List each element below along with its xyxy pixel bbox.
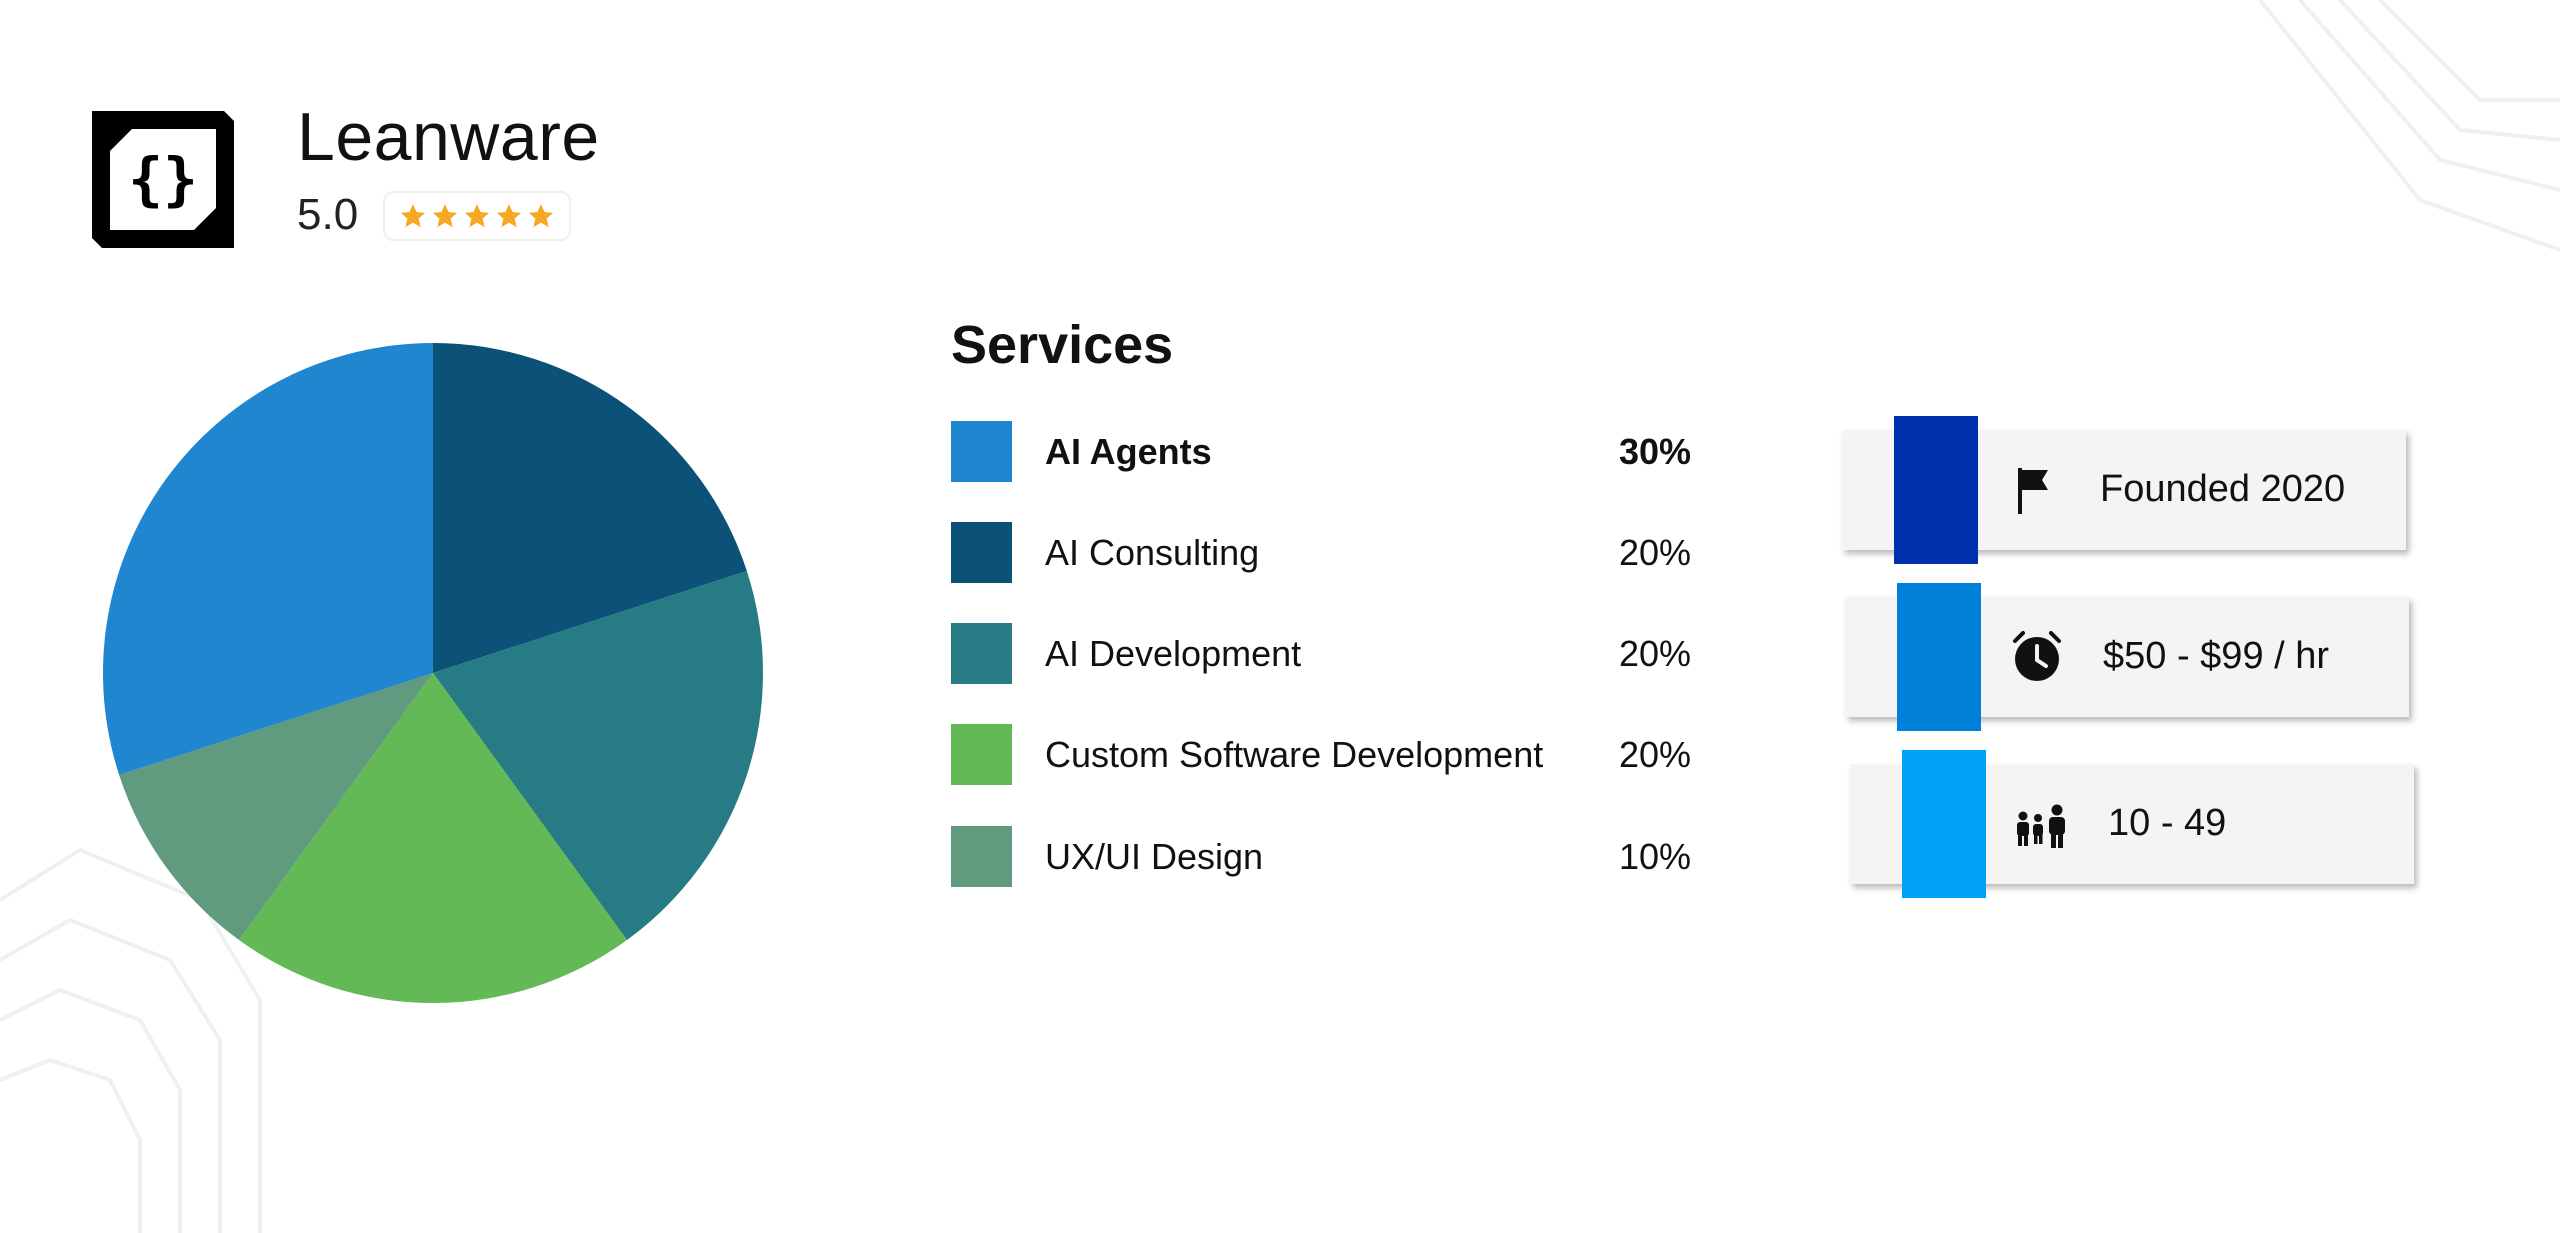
card-ribbon xyxy=(1897,583,1981,731)
legend-percent: 30% xyxy=(1618,431,1691,472)
legend-swatch xyxy=(951,826,1012,887)
team-size-card: 10 - 49 xyxy=(1850,750,2414,898)
legend-label: AI Consulting xyxy=(1045,532,1260,573)
founded-card: Founded 2020 xyxy=(1842,416,2406,564)
card-ribbon xyxy=(1894,416,1978,564)
pie-slice-ai-agents xyxy=(102,343,433,775)
legend-swatch xyxy=(951,522,1012,583)
legend-item-ux-ui-design: UX/UI Design 10% xyxy=(951,826,1691,888)
legend-percent: 20% xyxy=(1618,734,1691,775)
star-icon xyxy=(400,204,426,228)
legend-label: AI Agents xyxy=(1045,431,1212,472)
star-icon xyxy=(464,204,490,228)
legend-swatch xyxy=(951,623,1012,684)
star-icon xyxy=(496,204,522,228)
legend-item-custom-software-development: Custom Software Development 20% xyxy=(951,724,1691,786)
rating-value: 5.0 xyxy=(297,190,359,239)
hourly-rate-card: $50 - $99 / hr xyxy=(1845,583,2409,731)
legend-label: AI Development xyxy=(1045,633,1302,674)
star-rating xyxy=(383,191,571,241)
legend-percent: 10% xyxy=(1618,836,1691,877)
svg-text:{}: {} xyxy=(128,145,198,213)
company-logo: {} xyxy=(92,111,234,248)
founded-text: Founded 2020 xyxy=(2100,468,2346,510)
legend-item-ai-development: AI Development 20% xyxy=(951,623,1691,685)
team-size-text: 10 - 49 xyxy=(2108,802,2227,844)
star-icon xyxy=(528,204,554,228)
company-name: Leanware xyxy=(297,99,600,175)
hourly-rate-text: $50 - $99 / hr xyxy=(2103,635,2330,677)
legend-label: UX/UI Design xyxy=(1045,836,1264,877)
services-pie-chart xyxy=(102,343,764,1004)
pie-slice-custom-software-development xyxy=(239,673,627,1004)
pie-slice-ai-consulting xyxy=(433,343,747,673)
flag-icon xyxy=(2018,468,2048,514)
legend-swatch xyxy=(951,421,1012,482)
alarm-clock-icon xyxy=(2013,631,2061,681)
people-icon xyxy=(2017,804,2065,848)
legend-percent: 20% xyxy=(1618,633,1691,674)
pie-slice-ai-development xyxy=(433,571,764,940)
legend-item-ai-agents: AI Agents 30% xyxy=(951,421,1691,483)
legend-percent: 20% xyxy=(1618,532,1691,573)
legend-swatch xyxy=(951,724,1012,785)
pie-slice-ux-ui-design xyxy=(119,673,434,940)
services-title: Services xyxy=(951,315,1174,375)
card-ribbon xyxy=(1902,750,1986,898)
legend-label: Custom Software Development xyxy=(1045,734,1544,775)
star-icon xyxy=(432,204,458,228)
legend-item-ai-consulting: AI Consulting 20% xyxy=(951,522,1691,584)
